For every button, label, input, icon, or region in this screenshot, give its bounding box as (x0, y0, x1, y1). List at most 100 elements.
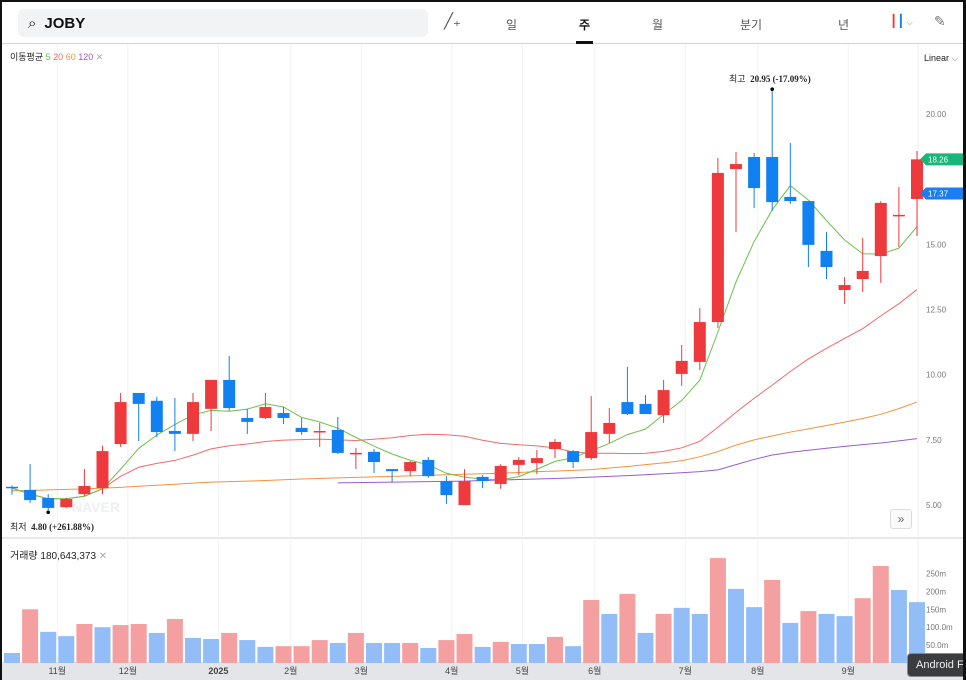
volume-bar (728, 588, 744, 663)
volume-bar (782, 622, 799, 663)
candle-body (621, 402, 634, 415)
volume-bar (148, 632, 165, 663)
candle-body (512, 459, 525, 465)
x-tick-label: 6월 (588, 665, 601, 676)
volume-bar (528, 644, 545, 663)
candle-body (820, 250, 833, 268)
candle-body (277, 413, 290, 418)
candle-body (458, 481, 471, 506)
volume-bar (474, 646, 491, 663)
volume-tick-label: 250m (926, 570, 946, 579)
volume-bar (22, 609, 39, 663)
volume-bar (76, 623, 93, 663)
volume-bar (239, 640, 256, 663)
candle-body (24, 489, 37, 501)
candle-body (6, 486, 18, 489)
close-ma-icon[interactable]: ✕ (95, 52, 104, 62)
high-label: 최고 (729, 74, 746, 84)
volume-bar (166, 618, 183, 663)
ma5-line (11, 184, 918, 500)
volume-bar (221, 632, 238, 663)
last-price-tag-text: 18.26 (928, 155, 949, 164)
x-tick-label: 8월 (751, 665, 764, 676)
y-tick-label: 12.50 (926, 306, 947, 315)
volume-legend: 거래량 180,643,373 ✕ (10, 547, 107, 562)
tab-month[interactable]: 월 (652, 18, 664, 32)
volume-bar (4, 652, 20, 663)
candle-body (784, 196, 797, 202)
volume-bar (384, 642, 401, 663)
candle-body (892, 214, 905, 217)
candle-body (476, 476, 489, 482)
volume-bar (746, 607, 763, 663)
x-tick-label: 5월 (516, 665, 529, 676)
tab-quarter[interactable]: 분기 (740, 18, 763, 32)
volume-bar (709, 558, 726, 663)
volume-bar (257, 646, 274, 663)
symbol-text: JOBY (44, 14, 86, 32)
candle-body (422, 459, 435, 477)
ma120-label: 120 (78, 52, 94, 62)
volume-bar (673, 607, 690, 663)
candle-body (96, 451, 109, 489)
volume-bar (583, 599, 600, 663)
volume-bar (311, 640, 328, 663)
volume-bar (203, 639, 220, 663)
candle-body (78, 486, 91, 495)
volume-bar (818, 613, 835, 663)
high-annotation: 최고 20.95 (-17.09%) (729, 72, 811, 85)
last-price-tag (920, 153, 963, 166)
volume-bar (130, 623, 147, 663)
candle-body (730, 164, 742, 170)
volume-bar (112, 625, 129, 663)
volume-tick-label: 150m (926, 605, 946, 614)
low-marker (46, 510, 50, 515)
volume-bar (655, 613, 672, 663)
compare-chart-icon[interactable]: ╱₊ (444, 13, 461, 30)
candle-body (223, 379, 236, 409)
candle-body (42, 498, 55, 508)
candle-body (349, 452, 362, 455)
volume-bar (94, 627, 111, 663)
scroll-to-latest-button[interactable]: » (890, 509, 912, 529)
volume-bar (619, 593, 636, 663)
tab-week[interactable]: 주 (579, 18, 591, 32)
candle-body (313, 431, 326, 433)
pencil-icon[interactable]: ✎ (934, 13, 946, 29)
active-tab-indicator (576, 41, 593, 44)
volume-bar (438, 640, 455, 663)
y-tick-label: 10.00 (926, 371, 947, 380)
volume-bar (909, 602, 925, 663)
volume-bar (329, 642, 346, 663)
x-tick-label: 2025 (208, 666, 228, 676)
candle-body (693, 322, 706, 362)
android-toast: Android F (907, 653, 963, 677)
candle-type-icon[interactable]: ┃┃ ⌵ (890, 14, 913, 28)
x-tick-label: 9월 (842, 665, 855, 676)
volume-bar (347, 632, 364, 663)
volume-tick-label: 100.0m (926, 623, 953, 632)
candle-body (187, 402, 199, 434)
volume-bar (764, 579, 781, 663)
candle-body (657, 390, 670, 416)
volume-bar (836, 616, 853, 663)
tab-year[interactable]: 년 (838, 18, 850, 32)
scale-mode-select[interactable]: Linear ⌵ (924, 53, 959, 63)
candle-body (675, 360, 688, 374)
x-axis-bar (2, 662, 963, 680)
x-tick-label: 12월 (119, 665, 137, 676)
volume-bar (890, 589, 907, 663)
volume-bar (601, 613, 618, 663)
y-tick-label: 20.00 (926, 110, 947, 119)
tab-day[interactable]: 일 (506, 18, 518, 32)
search-input[interactable]: ⌕ JOBY (18, 9, 428, 37)
candle-body (494, 465, 507, 484)
candle-body (368, 451, 380, 463)
volume-legend-label: 거래량 (10, 551, 38, 562)
volume-bar (420, 647, 437, 663)
candle-body (711, 172, 724, 323)
high-marker (770, 87, 774, 92)
close-volume-icon[interactable]: ✕ (98, 551, 108, 562)
